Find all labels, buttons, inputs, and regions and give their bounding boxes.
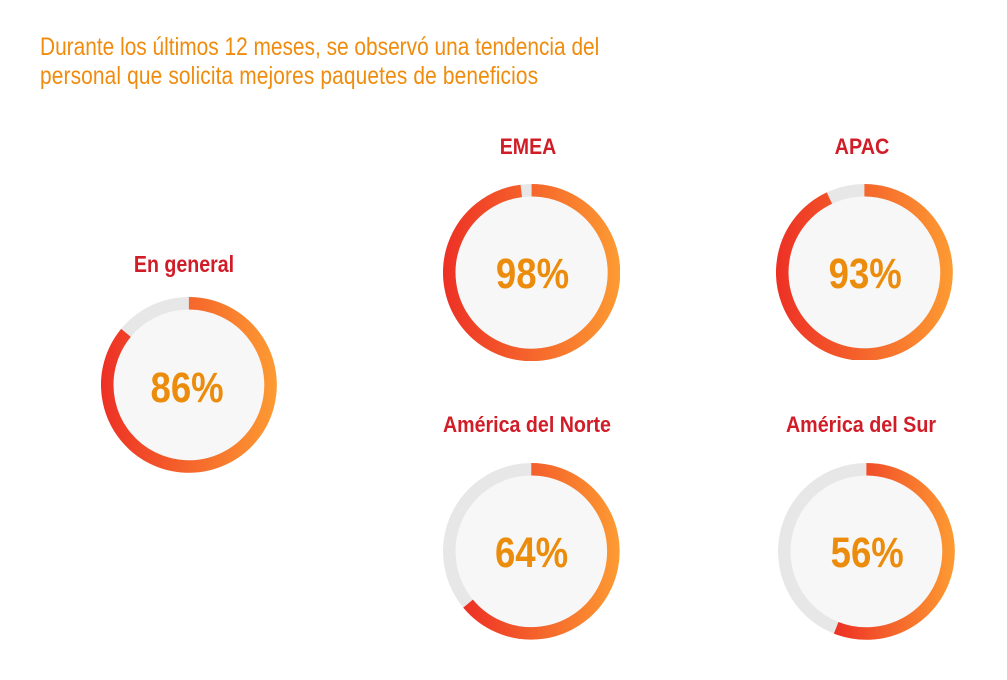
svg-text:86%: 86% xyxy=(150,364,223,411)
svg-text:64%: 64% xyxy=(495,529,568,576)
svg-text:56%: 56% xyxy=(831,530,904,577)
svg-text:93%: 93% xyxy=(829,250,902,297)
svg-text:98%: 98% xyxy=(496,250,569,297)
